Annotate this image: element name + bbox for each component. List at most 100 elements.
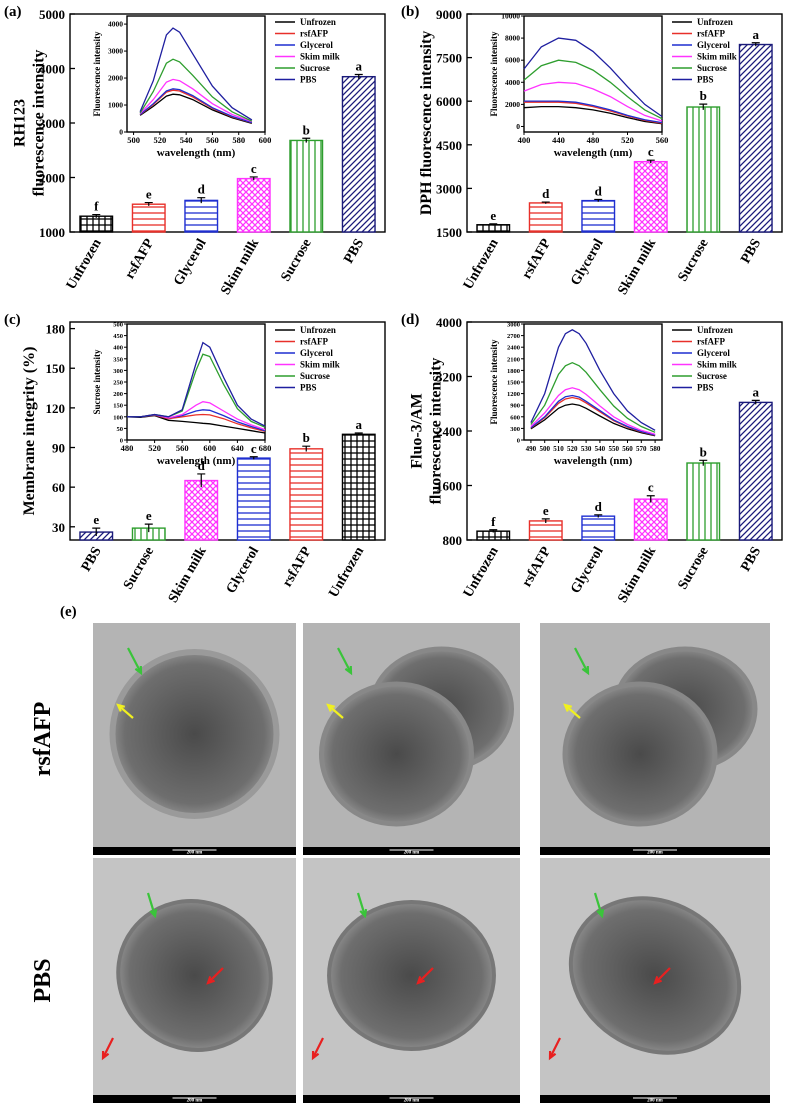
legend-label: Skim milk [697,360,737,370]
inset-x-label: wavelength (nm) [554,455,633,467]
y-tick-label: 2400 [436,424,462,439]
inset-y-tick-label: 4000 [108,20,123,29]
error-bar [699,103,708,110]
bar [686,106,721,233]
significance-letter: c [648,144,654,159]
inset-x-tick-label: 400 [518,135,531,145]
panel-label: (c) [4,312,21,328]
cell [109,649,280,819]
error-bar [646,159,655,164]
x-tick-label: Glycerol [224,544,263,596]
bar [528,202,563,233]
inset-y-tick-label: 0 [119,128,123,137]
inset-y-tick-label: 3000 [507,322,520,329]
inset-x-tick-label: 530 [581,445,592,453]
y-tick-label: 5000 [39,7,65,22]
inset-y-tick-label: 2000 [505,100,520,109]
inset-y-tick-label: 600 [510,414,520,421]
inset-x-tick-label: 550 [608,445,619,453]
error-bar [489,223,498,226]
x-tick-label: PBS [79,544,105,574]
inset-x-tick-label: 580 [232,135,245,145]
significance-letter: c [251,441,257,456]
inset-line [530,361,656,433]
error-bar [699,459,708,466]
significance-letter: a [753,27,760,42]
arrow [574,647,590,676]
inset-y-tick-label: 1800 [507,368,520,375]
scale-bar-label: 200 nm [187,851,204,856]
inset-x-tick-label: 560 [622,445,633,453]
scale-strip [93,847,296,855]
legend-label: Unfrozen [300,325,336,335]
y-tick-label: 1000 [39,225,65,240]
inset-x-tick-label: 600 [203,443,216,453]
significance-letter: e [490,208,496,223]
inset-x-tick-label: 520 [148,443,161,453]
y-tick-label: 3000 [39,116,65,131]
cell [319,681,474,827]
scale-bar-label: 200 nm [647,851,664,856]
x-tick-label: Unfrozen [64,236,105,292]
legend-label: Glycerol [300,40,333,50]
y-axis-label: Membrane integrity (%) [21,347,38,516]
x-tick-label: Unfrozen [461,236,502,292]
bar [738,43,773,233]
inset-y-tick-label: 500 [113,322,123,329]
significance-letter: d [198,458,206,473]
error-bar [302,137,311,143]
inset-x-tick-label: 500 [127,135,140,145]
error-bar [354,432,363,436]
significance-letter: b [303,430,310,445]
y-axis-label: DPH fluorescence intensity [418,31,435,216]
error-bar [489,529,498,533]
error-bar [302,445,311,452]
inset-y-tick-label: 2400 [507,345,520,352]
error-bar [541,201,550,204]
inset-x-tick-label: 560 [176,443,189,453]
arrow [337,647,353,676]
significance-letter: d [542,186,550,201]
significance-letter: b [700,88,707,103]
inset-line [127,341,266,427]
significance-letter: e [146,187,152,202]
error-bar [92,527,101,537]
x-tick-label: Sucrose [676,237,712,285]
inset-y-tick-label: 300 [510,426,520,433]
y-tick-label: 2000 [39,171,65,186]
inset-x-label: wavelength (nm) [157,147,236,159]
inset-y-tick-label: 4000 [505,78,520,87]
inset-y-tick-label: 150 [113,403,123,410]
inset-y-tick-label: 400 [113,345,123,352]
scale-bar-label: 200 nm [404,1099,421,1103]
inset-y-tick-label: 100 [113,414,123,421]
inset-y-tick-label: 8000 [505,34,520,43]
y-tick-label: 7500 [436,51,462,66]
inset-y-tick-label: 350 [113,356,123,363]
legend-label: PBS [300,75,317,85]
legend-label: rsfAFP [697,29,725,39]
arrow [127,647,143,676]
row-label: rsfAFP [30,702,56,777]
legend-label: Sucrose [300,63,330,73]
bar [289,448,324,541]
y-tick-label: 60 [52,480,65,495]
x-tick-label: Sucrose [279,237,315,285]
y-tick-label: 9000 [436,7,462,22]
legend-label: Sucrose [697,371,727,381]
inset-y-tick-label: 2100 [507,356,520,363]
bar [236,457,271,541]
x-tick-label: PBS [738,544,764,574]
legend-label: Unfrozen [697,325,733,335]
scale-strip [303,847,520,855]
legend-label: Sucrose [300,371,330,381]
arrow [653,967,671,985]
significance-letter: b [700,444,707,459]
inset-y-tick-label: 2700 [507,333,520,340]
inset-line [139,78,253,123]
inset-y-tick-label: 300 [113,368,123,375]
y-axis-label: RH123 [12,99,29,147]
legend-label: rsfAFP [300,337,328,347]
inset-x-tick-label: 510 [553,445,564,453]
bar [341,75,376,233]
